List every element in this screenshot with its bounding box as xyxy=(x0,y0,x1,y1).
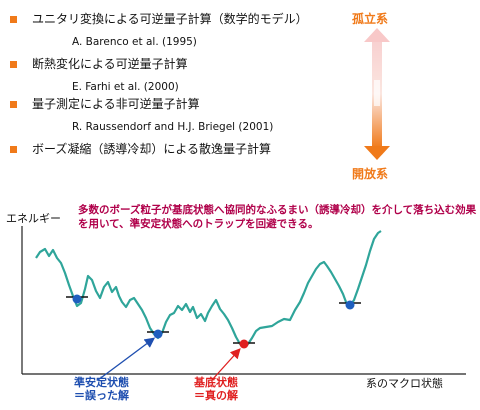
bullet-marker xyxy=(10,16,17,23)
item-ref-adiabatic: E. Farhi et al. (2000) xyxy=(72,81,179,93)
item-title-adiabatic: 断熱変化による可逆量子計算 xyxy=(32,57,188,71)
item-ref-unitary: A. Barenco et al. (1995) xyxy=(72,36,197,48)
item-title-bose: ボーズ凝縮（誘導冷却）による散逸量子計算 xyxy=(32,142,272,156)
metastable-marker xyxy=(66,294,88,304)
ground-label-line2: ＝真の解 xyxy=(194,389,238,402)
bose-condensation-annotation: 多数のボーズ粒子が基底状態へ協同的なふるまい（誘導冷却）を介して落ち込む効果を用… xyxy=(78,204,477,230)
item-ref-measurement: R. Raussendorf and H.J. Briegel (2001) xyxy=(72,121,274,133)
y-axis-label: エネルギー xyxy=(6,212,61,225)
metastable-label-line2: ＝誤った解 xyxy=(74,389,129,402)
metastable-marker xyxy=(147,329,169,339)
metastable-marker xyxy=(339,300,361,310)
item-title-unitary: ユニタリ変換による可逆量子計算（数学的モデル） xyxy=(32,12,308,26)
system-openness-arrow xyxy=(364,28,390,160)
bullet-marker xyxy=(10,146,17,153)
metastable-label-line1: 準安定状態 xyxy=(74,376,129,389)
bullet-marker xyxy=(10,61,17,68)
open-system-label: 開放系 xyxy=(352,167,389,181)
item-title-measurement: 量子測定による非可逆量子計算 xyxy=(32,97,200,111)
x-axis-label: 系のマクロ状態 xyxy=(366,377,443,390)
metastable-label: 準安定状態 ＝誤った解 xyxy=(74,376,129,402)
ground-label-line1: 基底状態 xyxy=(194,376,238,389)
bullet-marker xyxy=(10,101,17,108)
ground-label: 基底状態 ＝真の解 xyxy=(194,376,238,402)
metastable-pointer-arrow xyxy=(97,337,156,381)
ground-state-marker xyxy=(233,339,255,349)
ground-pointer-arrow xyxy=(211,348,241,381)
isolated-system-label: 孤立系 xyxy=(352,12,389,26)
energy-curve xyxy=(35,230,382,349)
